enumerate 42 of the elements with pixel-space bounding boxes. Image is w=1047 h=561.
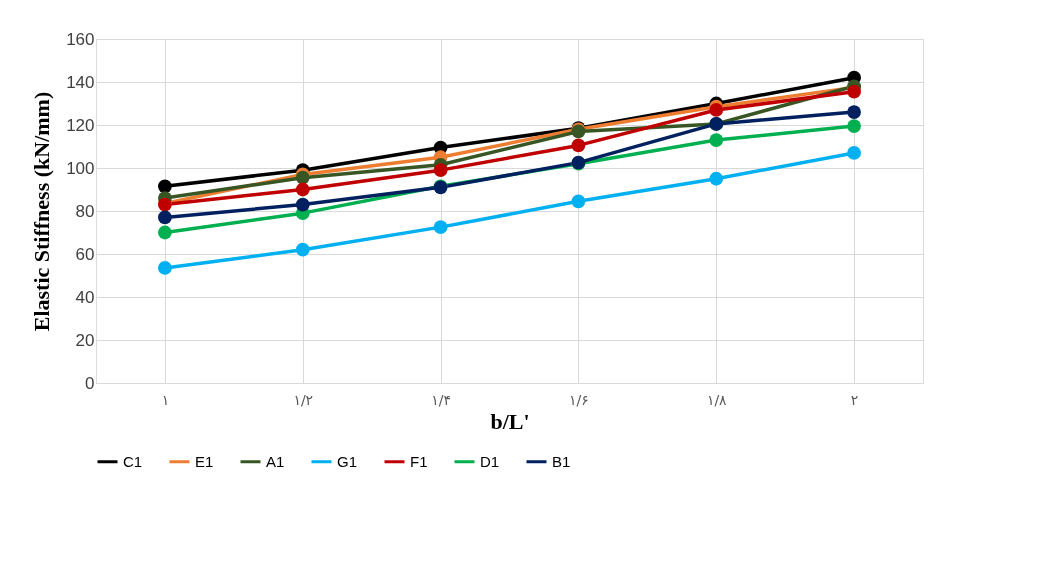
y-axis-title: Elastic Stiffness (kN/mm): [29, 91, 55, 332]
point: [158, 261, 172, 275]
legend-label: C1: [123, 452, 143, 470]
point: [295, 182, 310, 197]
x-axis-title: b/L': [490, 408, 530, 434]
y-tick-label: 120: [66, 115, 95, 135]
legend-label: G1: [337, 452, 358, 470]
point: [433, 220, 448, 234]
y-tick-label: 140: [66, 72, 95, 92]
point: [571, 138, 586, 153]
point: [709, 133, 724, 147]
x-tick-label: ۱/۶: [569, 391, 589, 408]
y-tick-label: 160: [66, 29, 95, 49]
point: [709, 171, 724, 186]
point: [571, 194, 586, 209]
legend-label: A1: [266, 452, 285, 470]
point: [847, 146, 861, 160]
y-tick-label: 20: [75, 330, 95, 350]
y-tick-label: 100: [66, 158, 95, 178]
y-tick-label: 80: [75, 201, 95, 221]
point: [295, 242, 310, 257]
x-tick-label: ۱/۲: [293, 391, 314, 408]
point: [158, 210, 172, 225]
point: [847, 84, 861, 99]
point: [158, 225, 172, 240]
point: [709, 103, 724, 117]
legend-label: E1: [195, 452, 214, 470]
x-tick-label: ۱: [161, 391, 170, 408]
point: [295, 197, 310, 212]
y-tick-label: 60: [75, 244, 95, 264]
y-tick-label: 40: [75, 287, 95, 307]
x-tick-label: ۱/۸: [706, 391, 728, 408]
x-tick-label: ۲: [850, 391, 859, 408]
legend-label: F1: [410, 452, 428, 470]
x-tick-label: ۱/۴: [431, 391, 451, 408]
point: [433, 163, 448, 178]
point: [158, 179, 172, 194]
point: [847, 105, 861, 119]
legend-label: D1: [480, 452, 500, 470]
legend-label: B1: [552, 452, 571, 470]
y-tick-label: 0: [85, 373, 95, 393]
point: [847, 119, 861, 133]
